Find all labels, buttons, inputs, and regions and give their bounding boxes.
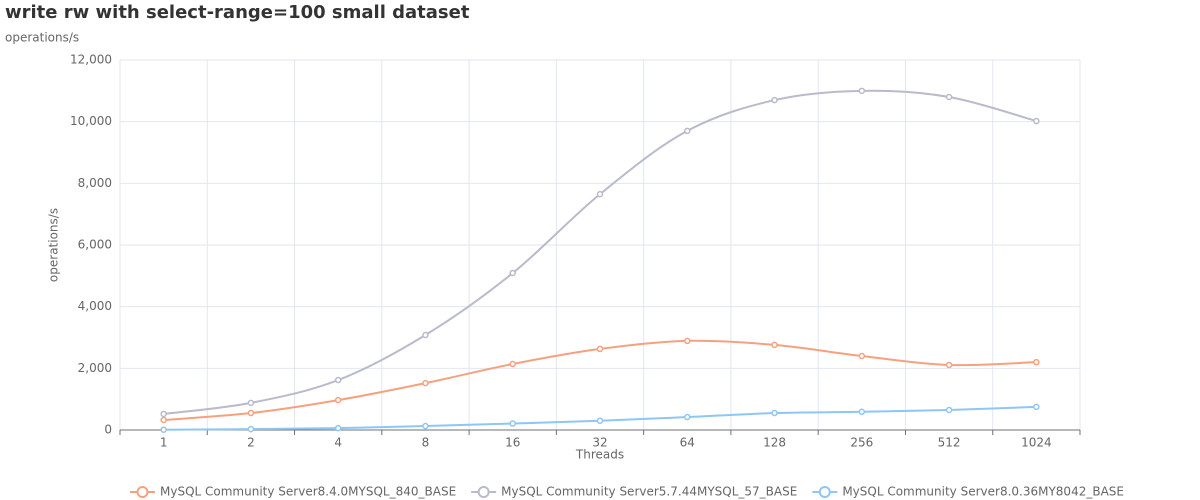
chart-subtitle: operations/s [5, 31, 79, 45]
legend-label: MySQL Community Server8.4.0MYSQL_840_BAS… [160, 485, 456, 499]
data-point [422, 379, 429, 387]
data-point [334, 376, 342, 384]
data-point [509, 420, 516, 427]
data-point [422, 331, 429, 339]
data-point [596, 345, 604, 353]
y-tick-label: 12,000 [70, 53, 112, 67]
legend-item[interactable]: MySQL Community Server8.0.36MY8042_BASE [812, 485, 1124, 499]
data-point [684, 413, 691, 421]
x-tick-label: 256 [850, 436, 873, 450]
legend-icon [136, 486, 149, 498]
data-point [160, 410, 167, 418]
legend-icon [477, 486, 490, 498]
data-point [771, 341, 778, 349]
data-point [1033, 358, 1040, 366]
y-tick-label: 2,000 [78, 361, 112, 375]
data-point [596, 190, 604, 198]
legend-item[interactable]: MySQL Community Server5.7.44MYSQL_57_BAS… [471, 485, 797, 499]
data-point [858, 352, 866, 360]
data-point [1033, 403, 1040, 411]
data-point [771, 409, 778, 417]
data-point [771, 96, 778, 104]
x-tick-label: 64 [680, 436, 695, 450]
x-tick-label: 128 [763, 436, 786, 450]
data-point [858, 408, 866, 416]
data-point [596, 417, 604, 424]
data-point [160, 426, 167, 433]
data-point [945, 93, 953, 101]
data-point [684, 337, 691, 345]
x-tick-label: 4 [334, 436, 342, 450]
x-tick-label: 2 [247, 436, 255, 450]
y-tick-label: 6,000 [78, 238, 112, 252]
data-point [247, 399, 255, 407]
legend-label: MySQL Community Server5.7.44MYSQL_57_BAS… [501, 485, 797, 499]
y-axis-label: operations/s [47, 208, 61, 282]
data-point [509, 269, 516, 277]
data-point [247, 409, 255, 417]
data-point [945, 361, 953, 369]
y-tick-label: 4,000 [78, 299, 112, 313]
legend-label: MySQL Community Server8.0.36MY8042_BASE [842, 485, 1124, 499]
data-point [160, 416, 167, 424]
data-point [945, 406, 953, 414]
data-point [247, 425, 255, 433]
y-tick-label: 0 [104, 423, 112, 437]
data-point [684, 127, 691, 135]
x-tick-label: 32 [592, 436, 607, 450]
y-tick-label: 10,000 [70, 114, 112, 128]
data-point [334, 424, 342, 432]
data-point [1033, 117, 1040, 125]
data-point [858, 87, 866, 95]
legend-item[interactable]: MySQL Community Server8.4.0MYSQL_840_BAS… [130, 485, 456, 499]
x-tick-label: 1 [160, 436, 168, 450]
data-point [334, 396, 342, 404]
data-point [422, 422, 429, 430]
x-tick-label: 16 [505, 436, 520, 450]
x-axis-label: Threads [575, 448, 624, 462]
x-tick-label: 8 [422, 436, 430, 450]
x-tick-label: 512 [938, 436, 961, 450]
y-tick-label: 8,000 [78, 176, 112, 190]
chart-title: write rw with select-range=100 small dat… [5, 2, 470, 23]
legend-icon [818, 486, 831, 498]
data-point [509, 360, 516, 368]
x-tick-label: 1024 [1021, 436, 1052, 450]
